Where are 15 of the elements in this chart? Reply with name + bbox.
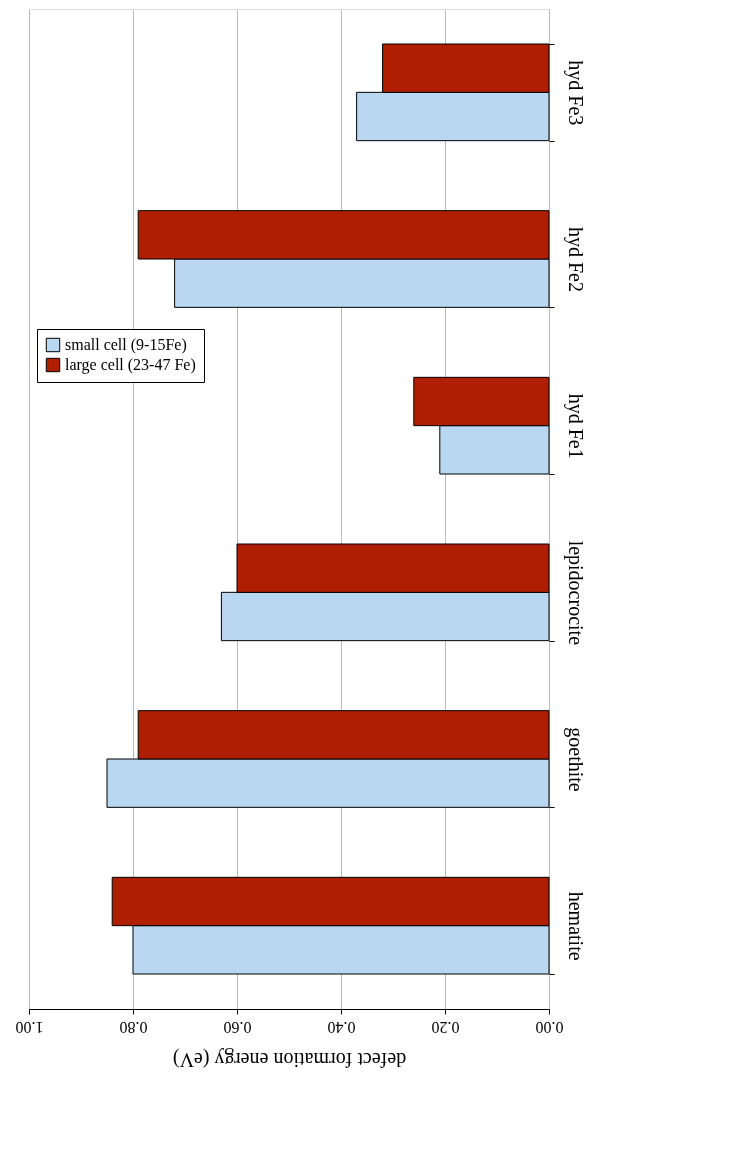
y-tick-label: hyd Fe3 <box>563 60 587 126</box>
legend-label: large cell (23-47 Fe) <box>65 356 196 374</box>
x-tick-label: 0.80 <box>119 1018 148 1036</box>
y-tick-label: hyd Fe1 <box>563 393 587 459</box>
y-tick-label: hematite <box>564 891 587 961</box>
x-axis-title: defect formation energy (eV) <box>172 1047 407 1071</box>
x-tick-label: 0.60 <box>223 1018 252 1036</box>
legend-label: small cell (9-15Fe) <box>65 336 187 354</box>
x-tick-label: 0.00 <box>535 1018 564 1036</box>
x-tick-label: 0.40 <box>327 1018 356 1036</box>
x-tick-label: 1.00 <box>15 1018 44 1036</box>
y-tick-label: goethite <box>563 727 587 792</box>
y-tick-label: lepidocrocite <box>563 540 587 646</box>
y-tick-label: hyd Fe2 <box>563 227 587 292</box>
x-tick-label: 0.20 <box>431 1018 460 1036</box>
